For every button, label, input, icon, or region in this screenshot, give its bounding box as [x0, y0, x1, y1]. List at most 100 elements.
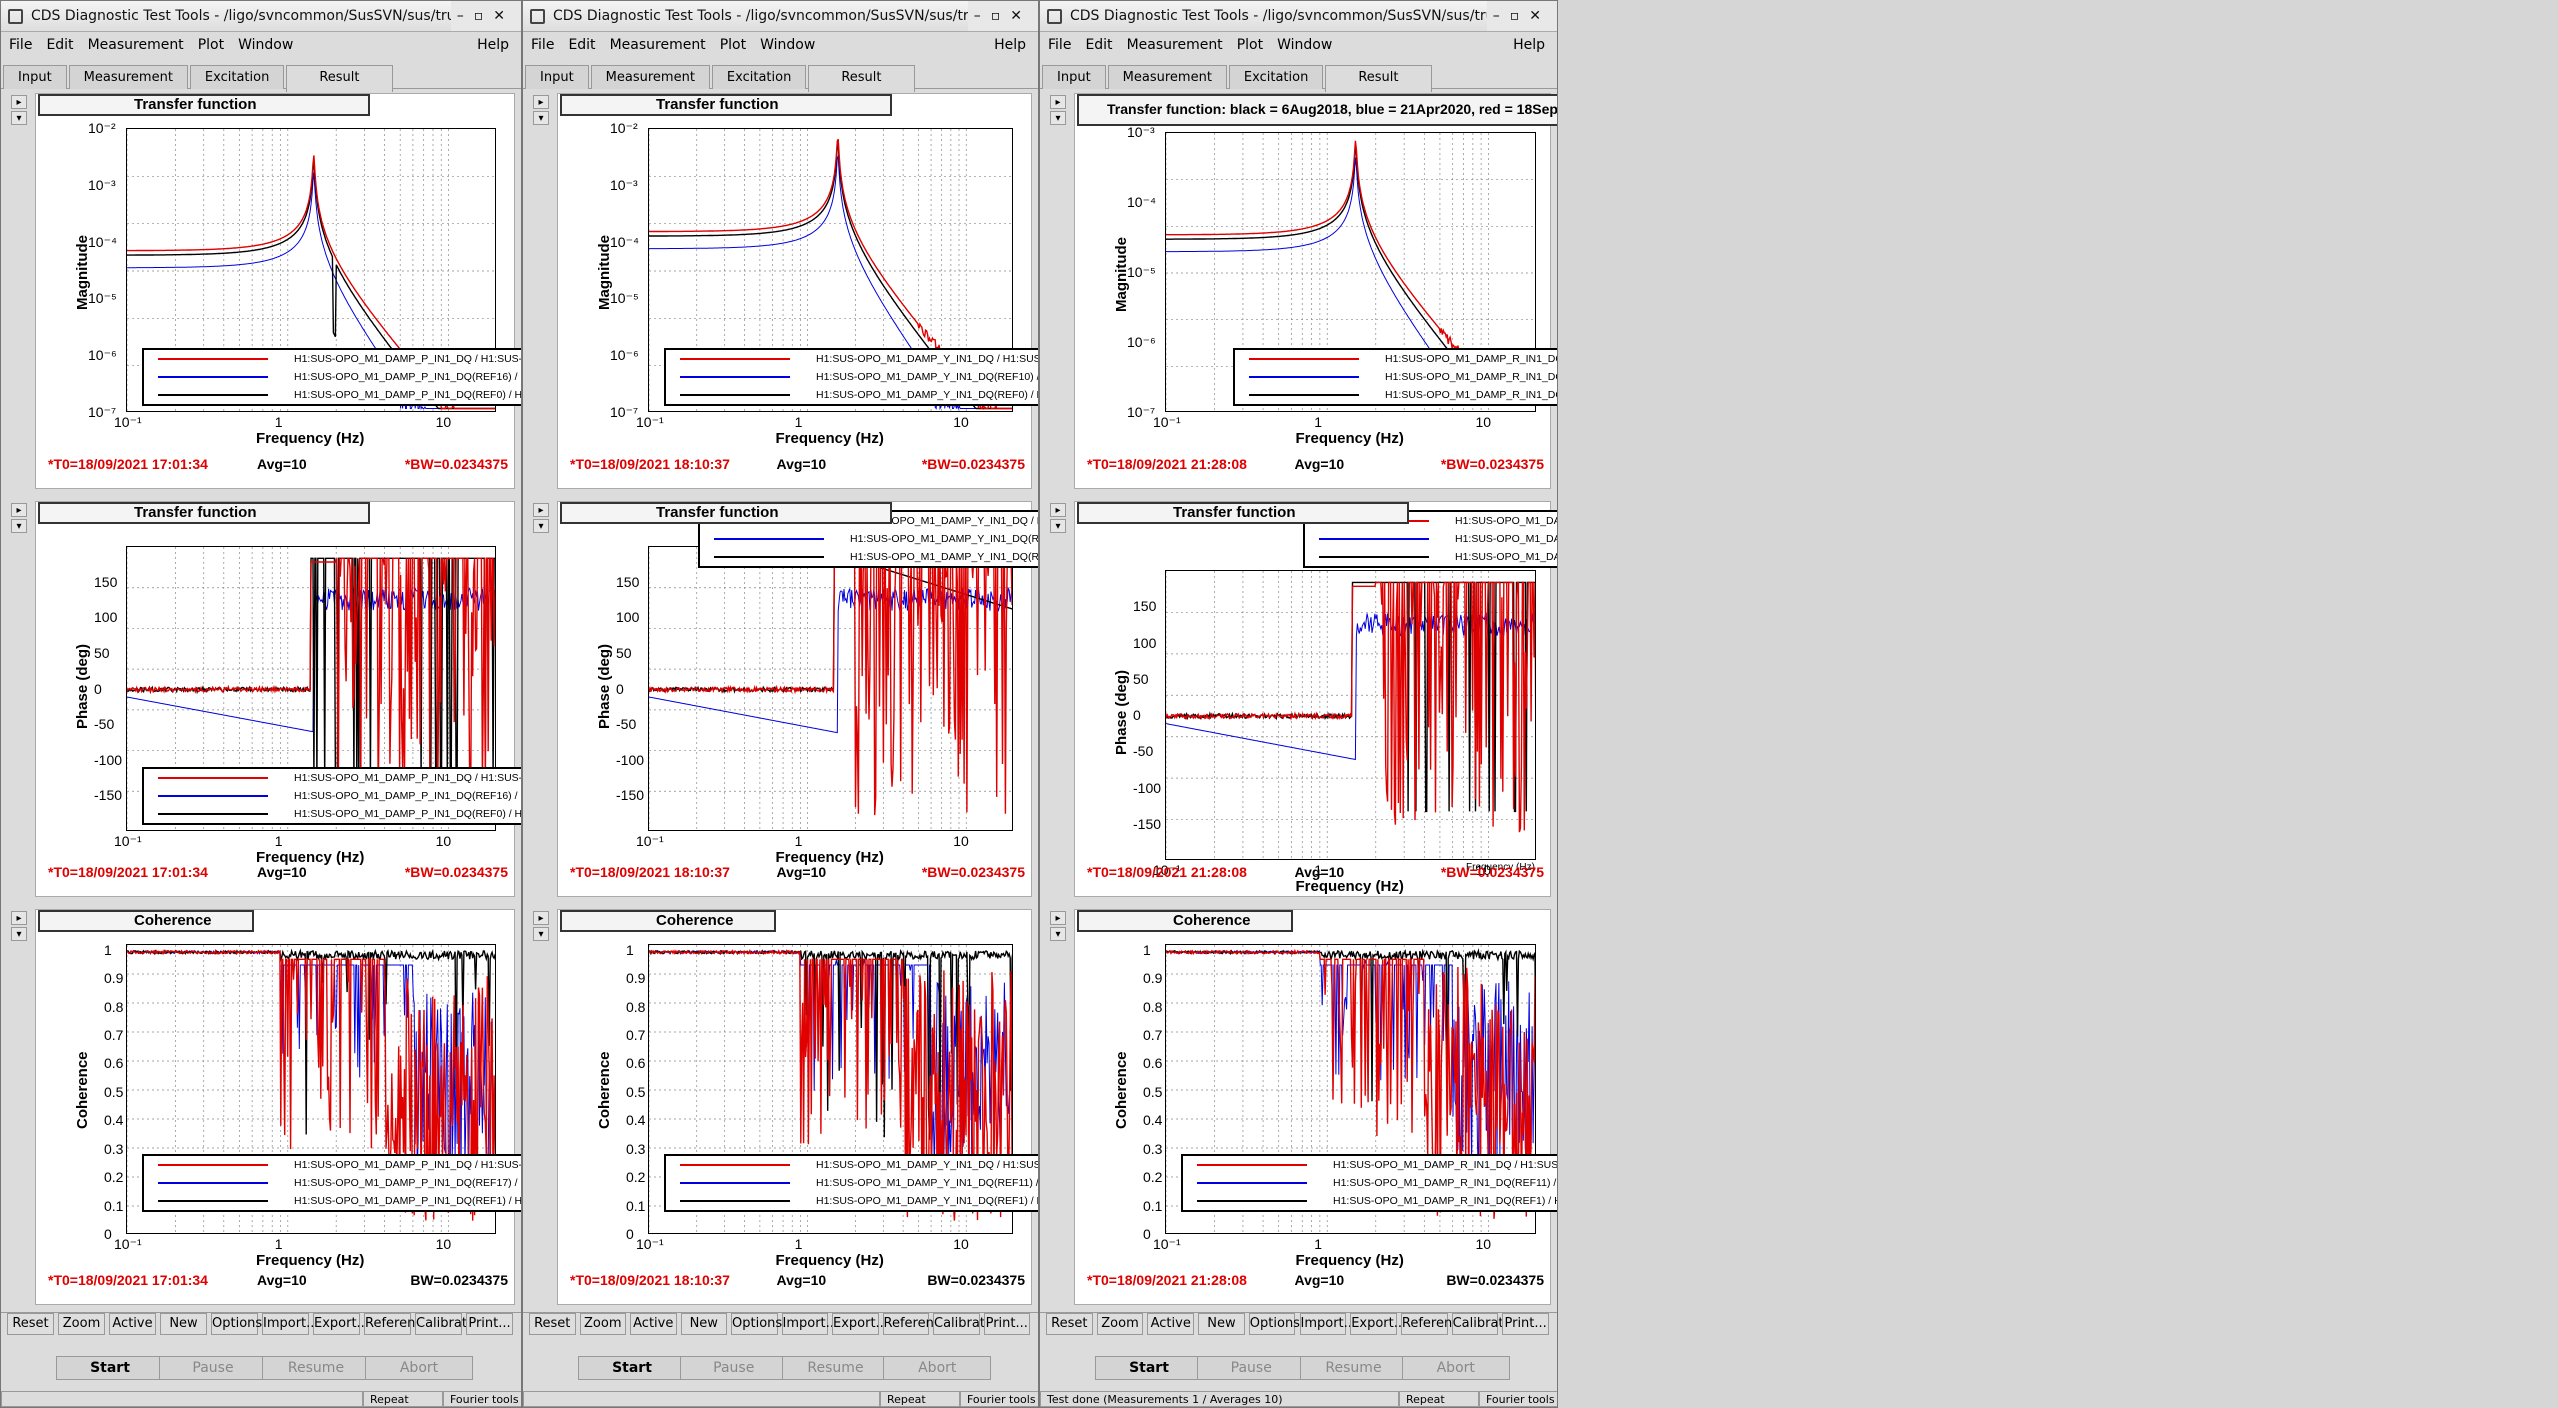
menu-plot[interactable]: Plot — [719, 37, 747, 53]
import-button[interactable]: Import... — [1299, 1313, 1356, 1335]
pad-scroll-arrow[interactable]: ▾ — [1050, 519, 1066, 533]
pad-scroll-arrow[interactable]: ▾ — [1050, 111, 1066, 125]
import-button[interactable]: Import... — [781, 1313, 838, 1335]
reset-button[interactable]: Reset — [7, 1313, 54, 1335]
menu-file[interactable]: File — [9, 37, 33, 53]
pad-expand-arrow[interactable]: ▸ — [533, 911, 549, 925]
plot-legend[interactable]: H1:SUS-OPO_M1_DAMP_Y_IN1_DQ / H1:SUS-OPO… — [664, 1154, 1038, 1212]
reference-button[interactable]: Reference... — [364, 1313, 443, 1335]
tab-excitation[interactable]: Excitation — [189, 65, 285, 89]
export-button[interactable]: Export... — [832, 1313, 888, 1335]
calibration-button[interactable]: Calibration... — [1451, 1313, 1536, 1335]
tab-measurement[interactable]: Measurement — [68, 65, 188, 89]
menu-file[interactable]: File — [1048, 37, 1072, 53]
options-button[interactable]: Options... — [211, 1313, 275, 1335]
menu-edit[interactable]: Edit — [46, 37, 74, 53]
plot-legend[interactable]: H1:SUS-OPO_M1_DAMP_R_IN1_DQ / H1:SUS-OPO… — [1181, 1154, 1557, 1212]
tab-input[interactable]: Input — [3, 65, 67, 89]
menu-help[interactable]: Help — [477, 37, 509, 53]
calibration-button[interactable]: Calibration... — [415, 1313, 499, 1335]
export-button[interactable]: Export... — [1350, 1313, 1406, 1335]
plot-legend[interactable]: H1:SUS-OPO_M1_DAMP_P_IN1_DQ / H1:SUS-OPO… — [142, 348, 521, 406]
menu-help[interactable]: Help — [1513, 37, 1545, 53]
menu-measurement[interactable]: Measurement — [609, 37, 706, 53]
print-button[interactable]: Print... — [466, 1313, 513, 1335]
plot-legend[interactable]: H1:SUS-OPO_M1_DAMP_P_IN1_DQ / H1:SUS-OPO… — [142, 767, 521, 825]
new-button[interactable]: New — [1198, 1313, 1245, 1335]
menu-edit[interactable]: Edit — [568, 37, 596, 53]
pad-expand-arrow[interactable]: ▸ — [11, 911, 27, 925]
pad-expand-arrow[interactable]: ▸ — [1050, 911, 1066, 925]
plot-svg[interactable] — [1166, 571, 1536, 860]
tab-result[interactable]: Result — [286, 65, 393, 92]
menu-plot[interactable]: Plot — [197, 37, 225, 53]
pad-expand-arrow[interactable]: ▸ — [533, 503, 549, 517]
menu-window[interactable]: Window — [238, 37, 294, 53]
pad-scroll-arrow[interactable]: ▾ — [533, 111, 549, 125]
tab-input[interactable]: Input — [525, 65, 589, 89]
tab-result[interactable]: Result — [1325, 65, 1432, 92]
window-controls[interactable]: –▫✕ — [1486, 1, 1557, 31]
menu-help[interactable]: Help — [994, 37, 1026, 53]
diag-window-1[interactable]: CDS Diagnostic Test Tools - /ligo/svncom… — [0, 0, 522, 1408]
plot-legend[interactable]: H1:SUS-OPO_M1_DAMP_Y_IN1_DQ / H1:SUS-OPO… — [664, 348, 1038, 406]
pad-scroll-arrow[interactable]: ▾ — [11, 111, 27, 125]
zoom-button[interactable]: Zoom — [1096, 1313, 1144, 1335]
pause-button[interactable]: Pause — [1197, 1356, 1306, 1380]
reset-button[interactable]: Reset — [529, 1313, 576, 1335]
print-button[interactable]: Print... — [983, 1313, 1030, 1335]
export-button[interactable]: Export... — [313, 1313, 369, 1335]
menu-measurement[interactable]: Measurement — [87, 37, 184, 53]
reset-button[interactable]: Reset — [1046, 1313, 1093, 1335]
calibration-button[interactable]: Calibration... — [933, 1313, 1017, 1335]
diag-window-3[interactable]: CDS Diagnostic Test Tools - /ligo/svncom… — [1039, 0, 1558, 1408]
diag-window-2[interactable]: CDS Diagnostic Test Tools - /ligo/svncom… — [522, 0, 1039, 1408]
tab-measurement[interactable]: Measurement — [1107, 65, 1227, 89]
window-controls[interactable]: –▫✕ — [967, 1, 1038, 31]
menu-plot[interactable]: Plot — [1236, 37, 1264, 53]
menu-window[interactable]: Window — [1277, 37, 1333, 53]
plot-legend[interactable]: H1:SUS-OPO_M1_DAMP_P_IN1_DQ / H1:SUS-OPO… — [142, 1154, 521, 1212]
tab-input[interactable]: Input — [1042, 65, 1106, 89]
print-button[interactable]: Print... — [1502, 1313, 1549, 1335]
options-button[interactable]: Options... — [731, 1313, 795, 1335]
pad-expand-arrow[interactable]: ▸ — [11, 503, 27, 517]
window-controls[interactable]: –▫✕ — [450, 1, 521, 31]
start-button[interactable]: Start — [56, 1356, 164, 1380]
window-titlebar[interactable]: CDS Diagnostic Test Tools - /ligo/svncom… — [1040, 1, 1557, 32]
window-titlebar[interactable]: CDS Diagnostic Test Tools - /ligo/svncom… — [1, 1, 521, 32]
start-button[interactable]: Start — [578, 1356, 686, 1380]
plot-legend[interactable]: H1:SUS-OPO_M1_DAMP_R_IN1_DQ / H1:SUS-OPO… — [1233, 348, 1557, 406]
active-button[interactable]: Active — [109, 1313, 156, 1335]
active-button[interactable]: Active — [1147, 1313, 1195, 1335]
new-button[interactable]: New — [680, 1313, 727, 1335]
pad-scroll-arrow[interactable]: ▾ — [11, 927, 27, 941]
abort-button[interactable]: Abort — [365, 1356, 473, 1380]
tab-measurement[interactable]: Measurement — [590, 65, 710, 89]
tab-excitation[interactable]: Excitation — [1228, 65, 1324, 89]
resume-button[interactable]: Resume — [1299, 1356, 1408, 1380]
import-button[interactable]: Import... — [262, 1313, 319, 1335]
plot-svg[interactable] — [1166, 133, 1536, 412]
pad-scroll-arrow[interactable]: ▾ — [533, 519, 549, 533]
tab-result[interactable]: Result — [808, 65, 915, 92]
abort-button[interactable]: Abort — [1401, 1356, 1510, 1380]
menu-edit[interactable]: Edit — [1085, 37, 1113, 53]
window-titlebar[interactable]: CDS Diagnostic Test Tools - /ligo/svncom… — [523, 1, 1038, 32]
active-button[interactable]: Active — [630, 1313, 677, 1335]
pad-scroll-arrow[interactable]: ▾ — [533, 927, 549, 941]
pause-button[interactable]: Pause — [679, 1356, 788, 1380]
new-button[interactable]: New — [160, 1313, 207, 1335]
pad-scroll-arrow[interactable]: ▾ — [1050, 927, 1066, 941]
pause-button[interactable]: Pause — [159, 1356, 267, 1380]
abort-button[interactable]: Abort — [883, 1356, 992, 1380]
menu-window[interactable]: Window — [760, 37, 816, 53]
reference-button[interactable]: Reference... — [1400, 1313, 1480, 1335]
resume-button[interactable]: Resume — [262, 1356, 370, 1380]
tab-excitation[interactable]: Excitation — [711, 65, 807, 89]
resume-button[interactable]: Resume — [781, 1356, 890, 1380]
reference-button[interactable]: Reference... — [882, 1313, 961, 1335]
zoom-button[interactable]: Zoom — [579, 1313, 626, 1335]
pad-expand-arrow[interactable]: ▸ — [11, 95, 27, 109]
menu-measurement[interactable]: Measurement — [1126, 37, 1223, 53]
